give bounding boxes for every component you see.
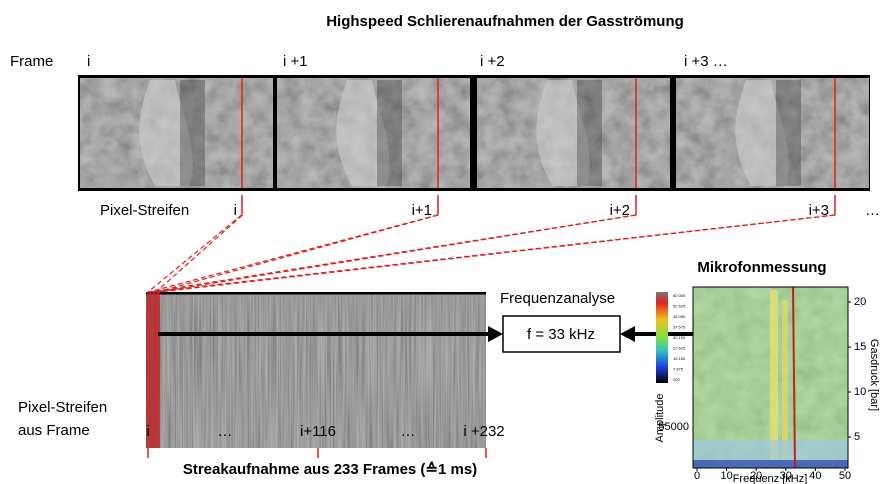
title: Highspeed Schlierenaufnahmen der Gasströ… [326, 13, 684, 30]
y-tick: 55000 [658, 421, 689, 433]
strip-label: Pixel-Streifen [100, 202, 189, 219]
strip-index: i+2 [610, 202, 630, 219]
frame-label: Frame [10, 53, 53, 70]
colorbar-label: 30 100 [673, 335, 686, 340]
colorbar [656, 292, 668, 383]
y2-tick-label: 5 [854, 431, 860, 443]
colorbar-label: 200 [673, 377, 680, 382]
streak-label: aus Frame [18, 422, 90, 439]
x-tick-label: 50 [839, 470, 851, 482]
streak-axis-label: i+116 [300, 423, 336, 440]
frame-index: i +3 … [684, 53, 728, 70]
x-label: Frequenz [kHz] [733, 473, 808, 484]
streak-axis-label: i [146, 423, 149, 440]
spectrogram [693, 287, 848, 468]
y2-tick-label: 10 [854, 386, 866, 398]
x-tick-label: 10 [720, 470, 732, 482]
strip-index: i [234, 202, 237, 219]
frame-index: i +1 [283, 53, 308, 70]
shadow [180, 80, 205, 186]
y-label: Amplitude [654, 394, 666, 443]
streak-axis-label: … [401, 423, 416, 440]
frame-index: i [87, 53, 90, 70]
colorbar-label: 45 050 [673, 314, 686, 319]
streak-axis-label: i +232 [463, 423, 504, 440]
connector [148, 215, 242, 292]
strip-connectors [148, 215, 836, 292]
colorbar-label: 52 525 [673, 304, 686, 309]
colorbar-label: 7 675 [673, 367, 684, 372]
strip-more: … [865, 202, 880, 219]
y2-label: Gasdruck [bar] [868, 339, 880, 411]
y2-tick-label: 15 [854, 341, 866, 353]
shadow [577, 80, 602, 186]
x-tick-label: 0 [694, 470, 700, 482]
y2-tick-label: 20 [854, 296, 866, 308]
colorbar-label: 15 150 [673, 356, 686, 361]
colorbar-label: 22 625 [673, 346, 686, 351]
colorbar-label: 60 000 [673, 293, 686, 298]
frame-index: i +2 [480, 53, 505, 70]
caption: Streakaufnahme aus 233 Frames (≙1 ms) [183, 461, 477, 478]
microphone-title: Mikrofonmessung [697, 259, 826, 276]
streak-axis-label: … [218, 423, 233, 440]
diagram: Highspeed Schlierenaufnahmen der Gasströ… [0, 0, 885, 484]
strip-index: i+1 [412, 202, 432, 219]
connector [159, 215, 836, 292]
strip-index: i+3 [809, 202, 829, 219]
colorbar-label: 37 575 [673, 325, 686, 330]
analysis-label: Frequenzanalyse [500, 290, 615, 307]
shadow [377, 80, 402, 186]
shadow [776, 80, 801, 186]
streak-label: Pixel-Streifen [18, 399, 107, 416]
result: f = 33 kHz [527, 326, 595, 343]
x-tick-label: 40 [809, 470, 821, 482]
